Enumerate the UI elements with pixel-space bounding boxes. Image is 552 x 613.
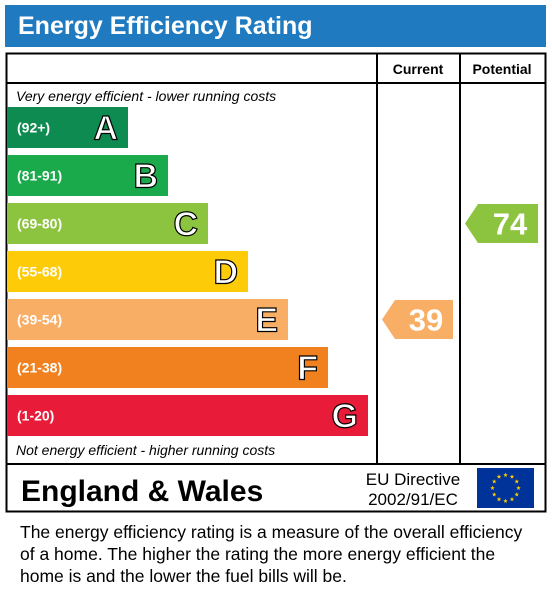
band-bar-b (7, 155, 168, 196)
band-d: (55-68) D (7, 251, 248, 292)
potential-rating-arrow-shape (465, 204, 538, 243)
eu-star (496, 474, 502, 479)
band-b: (81-91) B (7, 155, 168, 196)
rating-bands: (92+) A (81-91) B (69-80) C (55-68) D (39-54) E (2… (7, 107, 368, 436)
band-bar-c (7, 203, 208, 244)
band-c: (69-80) C (7, 203, 208, 244)
current-column-header: Current (393, 61, 444, 77)
current-rating-arrow: 39 (382, 300, 453, 339)
energy-rating-chart: Current Potential Very energy efficient … (5, 52, 547, 513)
band-letter-f: F (297, 350, 318, 388)
band-e: (39-54) E (7, 299, 288, 340)
band-letter-c: C (173, 206, 198, 244)
band-bar-e (7, 299, 288, 340)
eu-star (496, 496, 502, 502)
eu-star (509, 496, 515, 502)
bottom-note: Not energy efficient - higher running co… (16, 442, 275, 458)
band-range-e: (39-54) (17, 312, 62, 328)
band-bar-g (7, 395, 368, 436)
title-bar: Energy Efficiency Rating (5, 5, 546, 47)
eu-star (509, 474, 515, 479)
band-f: (21-38) F (7, 347, 328, 388)
band-range-a: (92+) (17, 120, 50, 136)
band-bar-f (7, 347, 328, 388)
country-label: England & Wales (21, 475, 263, 508)
band-letter-b: B (133, 158, 158, 196)
eu-star (514, 492, 520, 497)
eu-star (516, 485, 521, 490)
band-letter-g: G (332, 398, 358, 436)
eu-star (514, 479, 520, 484)
band-range-f: (21-38) (17, 360, 62, 376)
potential-rating-arrow-value: 74 (493, 207, 528, 242)
band-g: (1-20) G (7, 395, 368, 436)
band-letter-e: E (255, 302, 278, 340)
page-title: Energy Efficiency Rating (18, 12, 313, 40)
potential-rating-arrow: 74 (465, 204, 538, 243)
current-rating-arrow-shape (382, 300, 453, 339)
band-bar-d (7, 251, 248, 292)
eu-star (491, 479, 497, 484)
band-range-g: (1-20) (17, 408, 54, 424)
band-range-c: (69-80) (17, 216, 62, 232)
footer-description: The energy efficiency rating is a measur… (20, 522, 523, 586)
rating-arrows: 39 74 (382, 204, 538, 339)
band-bar-a (7, 107, 128, 148)
band-range-d: (55-68) (17, 264, 62, 280)
band-range-b: (81-91) (17, 168, 62, 184)
band-letter-d: D (213, 254, 238, 292)
directive-line-1: EU Directive (366, 470, 460, 489)
eu-star (491, 492, 497, 497)
potential-column-header: Potential (472, 61, 531, 77)
eu-flag-icon (477, 468, 534, 508)
current-rating-arrow-value: 39 (409, 303, 443, 338)
top-note: Very energy efficient - lower running co… (16, 88, 276, 104)
band-a: (92+) A (7, 107, 128, 148)
eu-star (503, 498, 508, 503)
directive-line-2: 2002/91/EC (368, 490, 458, 509)
band-letter-a: A (93, 110, 118, 148)
eu-star (503, 472, 508, 477)
eu-star (490, 485, 495, 490)
chart-frame (5, 52, 547, 513)
